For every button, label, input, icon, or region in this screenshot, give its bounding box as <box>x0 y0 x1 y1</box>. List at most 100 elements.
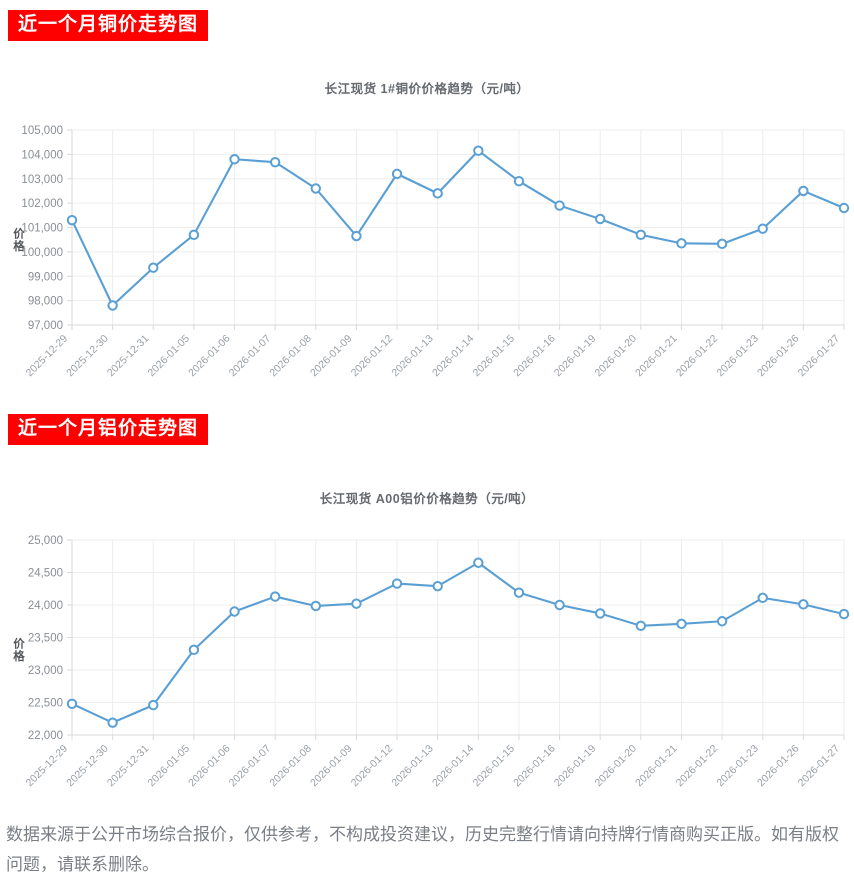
y-tick-label: 24,000 <box>28 600 63 612</box>
section-header-aluminum: 近一个月铝价走势图 <box>8 414 209 445</box>
data-point-marker[interactable] <box>432 188 443 199</box>
section-badge-copper-label: 近一个月铜价走势图 <box>8 10 209 41</box>
x-tick-label: 2026-01-14 <box>430 743 477 790</box>
x-tick-label: 2026-01-13 <box>389 333 436 380</box>
x-tick-label: 2026-01-14 <box>430 333 477 380</box>
y-tick-label: 24,500 <box>28 568 63 580</box>
chart-aluminum: 长江现货 A00铝价价格趋势（元/吨） 价格 25,000 24,500 24,00… <box>0 488 854 798</box>
data-point-marker[interactable] <box>432 580 443 592</box>
data-point-marker[interactable] <box>838 608 850 620</box>
data-point-marker[interactable] <box>595 608 606 619</box>
data-point-marker[interactable] <box>107 717 118 728</box>
x-tick-label: 2026-01-08 <box>267 333 314 380</box>
x-tick-label: 2025-12-30 <box>64 743 111 790</box>
data-point-marker[interactable] <box>676 238 687 249</box>
data-point-marker[interactable] <box>513 587 525 598</box>
x-tick-label: 2025-12-31 <box>105 743 152 790</box>
data-point-marker[interactable] <box>66 698 78 710</box>
data-point-marker[interactable] <box>798 185 809 197</box>
x-tick-label: 2026-01-27 <box>796 333 843 380</box>
x-tick-label: 2026-01-15 <box>471 333 518 380</box>
y-tick-label: 23,000 <box>28 665 63 677</box>
data-point-marker[interactable] <box>513 175 525 187</box>
data-point-marker[interactable] <box>798 599 809 610</box>
data-point-marker[interactable] <box>473 557 484 568</box>
data-point-marker[interactable] <box>188 229 200 241</box>
y-tick-label: 100,000 <box>21 247 63 259</box>
y-tick-label: 22,000 <box>28 730 63 742</box>
y-tick-label: 103,000 <box>21 174 63 186</box>
data-point-marker[interactable] <box>635 620 647 632</box>
data-point-marker[interactable] <box>351 598 362 609</box>
data-point-marker[interactable] <box>66 214 78 226</box>
y-tick-label: 105,000 <box>21 125 63 137</box>
x-tick-label: 2026-01-05 <box>146 333 193 380</box>
x-tick-label: 2025-12-31 <box>105 333 152 380</box>
x-tick-label: 2026-01-20 <box>592 743 639 790</box>
x-tick-label: 2025-12-30 <box>64 333 111 380</box>
disclaimer-note: 数据来源于公开市场综合报价，仅供参考，不构成投资建议，历史完整行情请向持牌行情商… <box>6 825 839 874</box>
x-tick-label: 2026-01-19 <box>552 333 599 380</box>
x-tick-label: 2026-01-27 <box>796 743 843 790</box>
x-tick-label: 2026-01-20 <box>592 333 639 380</box>
x-tick-label: 2026-01-15 <box>471 743 518 790</box>
chart-title-aluminum: 长江现货 A00铝价价格趋势（元/吨） <box>319 492 535 506</box>
chart-copper: 长江现货 1#铜价价格趋势（元/吨） 价格 105,000 104,000 103,… <box>0 78 854 388</box>
x-tick-label: 2026-01-23 <box>714 743 761 790</box>
x-tick-label: 2026-01-12 <box>349 333 396 380</box>
data-point-marker[interactable] <box>757 592 768 604</box>
x-tick-label: 2026-01-06 <box>186 333 233 380</box>
data-point-marker[interactable] <box>757 223 768 234</box>
data-point-marker[interactable] <box>107 300 118 311</box>
chart-svg-copper: 105,000 104,000 103,000 102,000 101,000 100,0… <box>21 125 850 380</box>
data-point-marker[interactable] <box>473 145 484 156</box>
x-tick-label: 2026-01-08 <box>267 743 314 790</box>
data-point-marker[interactable] <box>676 618 687 630</box>
data-point-marker[interactable] <box>391 578 403 589</box>
data-point-marker[interactable] <box>229 154 240 165</box>
y-tick-label: 25,000 <box>28 535 63 547</box>
x-tick-label: 2026-01-21 <box>633 333 680 380</box>
y-tick-label: 101,000 <box>21 223 63 235</box>
data-point-marker[interactable] <box>595 213 606 225</box>
y-tick-label: 22,500 <box>28 698 63 710</box>
x-tick-label: 2026-01-09 <box>308 743 355 790</box>
data-point-marker[interactable] <box>310 183 321 194</box>
y-tick-label: 97,000 <box>28 320 63 332</box>
section-badge-aluminum-label: 近一个月铝价走势图 <box>8 414 209 445</box>
data-point-marker[interactable] <box>188 644 200 656</box>
x-tick-label: 2026-01-07 <box>227 333 274 380</box>
data-point-marker[interactable] <box>635 229 647 241</box>
x-tick-label: 2025-12-29 <box>24 743 71 790</box>
data-point-marker[interactable] <box>391 168 403 180</box>
data-point-marker[interactable] <box>148 699 159 711</box>
x-tick-label: 2026-01-22 <box>674 743 721 790</box>
y-tick-label: 99,000 <box>28 271 63 283</box>
plot-area-copper: 价格 105,000 104,000 103,000 102,000 101,000 10… <box>0 100 854 385</box>
data-series-line <box>70 561 846 724</box>
x-tick-label: 2026-01-12 <box>349 743 396 790</box>
y-axis-label-aluminum: 价格 <box>12 637 24 663</box>
y-tick-label: 104,000 <box>21 149 63 161</box>
data-point-marker[interactable] <box>310 600 321 612</box>
data-point-marker[interactable] <box>148 262 159 273</box>
data-point-marker[interactable] <box>351 230 362 242</box>
x-tick-label: 2026-01-16 <box>511 333 558 380</box>
x-tick-label: 2026-01-26 <box>755 333 802 380</box>
x-tick-label: 2026-01-21 <box>633 743 680 790</box>
y-tick-label: 102,000 <box>21 198 63 210</box>
data-point-marker[interactable] <box>838 202 850 214</box>
data-point-marker[interactable] <box>229 606 240 617</box>
x-tick-label: 2026-01-05 <box>146 743 193 790</box>
data-point-marker[interactable] <box>554 200 565 211</box>
x-tick-label: 2026-01-16 <box>511 743 558 790</box>
data-point-marker[interactable] <box>716 616 728 627</box>
data-point-marker[interactable] <box>554 599 565 611</box>
data-point-marker[interactable] <box>716 238 728 250</box>
data-point-marker[interactable] <box>269 591 281 602</box>
x-tick-label: 2026-01-06 <box>186 743 233 790</box>
x-tick-label: 2026-01-26 <box>755 743 802 790</box>
chart-title-copper: 长江现货 1#铜价价格趋势（元/吨） <box>324 82 530 96</box>
data-point-marker[interactable] <box>269 156 281 168</box>
